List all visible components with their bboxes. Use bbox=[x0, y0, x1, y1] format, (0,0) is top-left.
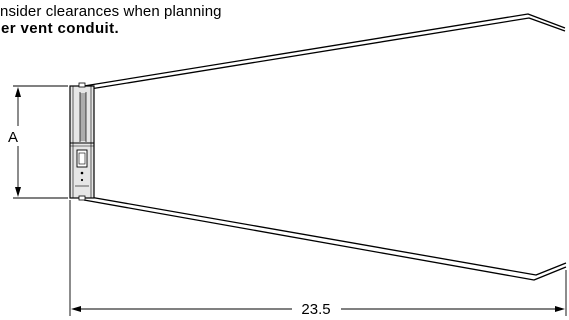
upper-vent-rod bbox=[83, 13, 566, 91]
caption-line-1: nsider clearances when planning bbox=[0, 3, 222, 20]
vent-housing bbox=[69, 82, 95, 201]
dimension-width bbox=[69, 200, 567, 316]
caption-line-2: er vent conduit. bbox=[1, 20, 120, 37]
dimension-a bbox=[13, 85, 68, 199]
dimension-a-label: A bbox=[8, 129, 18, 146]
dimension-width-label: 23.5 bbox=[301, 301, 330, 318]
lower-vent-rod bbox=[83, 195, 567, 281]
